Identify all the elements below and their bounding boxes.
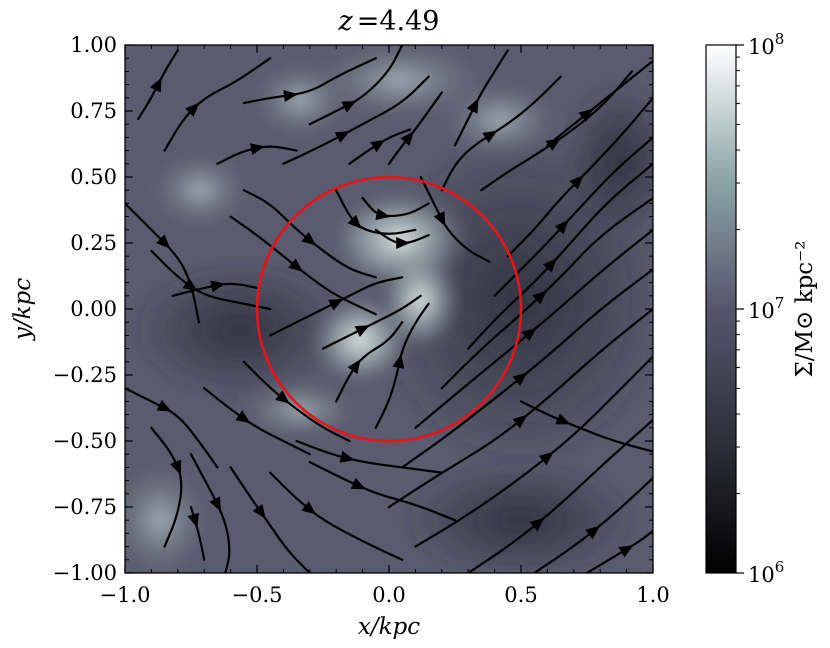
y-tick-label: 0.50 bbox=[70, 165, 117, 189]
streamline-arrow bbox=[542, 258, 557, 273]
colorbar-tick-label: 107 bbox=[748, 294, 784, 323]
streamline bbox=[374, 302, 430, 429]
streamline bbox=[585, 529, 653, 573]
streamline bbox=[242, 189, 377, 279]
streamline bbox=[374, 228, 430, 245]
streamline-arrow bbox=[249, 143, 265, 156]
streamline-arrow bbox=[512, 372, 528, 387]
streamline-arrow bbox=[170, 459, 182, 475]
streamline-arrow bbox=[301, 231, 317, 246]
streamline-arrow bbox=[347, 214, 362, 229]
streamline bbox=[480, 70, 633, 192]
streamline-arrow bbox=[185, 102, 200, 117]
streamline-arrow bbox=[396, 237, 411, 249]
streamline bbox=[506, 96, 653, 258]
colorbar-tick-label: 106 bbox=[748, 558, 784, 587]
streamline-arrow bbox=[156, 399, 172, 412]
streamline bbox=[348, 128, 412, 165]
streamline-arrow bbox=[618, 545, 634, 558]
streamline-arrow bbox=[433, 211, 446, 227]
streamline-arrow bbox=[538, 451, 554, 466]
colorbar-label: Σ/M⊙ kpc⁻² bbox=[792, 240, 818, 377]
streamline-arrow bbox=[585, 525, 600, 540]
streamline-arrow bbox=[210, 280, 226, 293]
streamline bbox=[414, 355, 653, 548]
streamline-arrow bbox=[301, 501, 317, 515]
streamline bbox=[137, 49, 179, 120]
colorbar-gradient bbox=[705, 44, 737, 574]
streamline-arrow bbox=[532, 290, 547, 305]
streamline-arrow bbox=[375, 208, 391, 221]
streamline bbox=[171, 282, 259, 297]
x-tick-label: 0.5 bbox=[504, 583, 537, 607]
x-tick-label: −1.0 bbox=[100, 583, 151, 607]
streamline-arrow bbox=[341, 100, 357, 113]
y-tick-label: −0.25 bbox=[53, 363, 117, 387]
streamline-arrow bbox=[554, 219, 569, 235]
density-map bbox=[125, 45, 653, 573]
streamline-arrow bbox=[569, 175, 584, 190]
streamline-arrow bbox=[555, 413, 571, 425]
x-axis-label: x/kpc bbox=[358, 614, 420, 640]
streamline-arrow bbox=[347, 359, 361, 375]
streamline-arrow bbox=[156, 234, 171, 249]
streamline-arrow bbox=[339, 450, 355, 463]
streamline-arrow bbox=[482, 130, 498, 144]
colorbar: 108 107 106 Σ/M⊙ kpc⁻² bbox=[705, 30, 818, 587]
streamline bbox=[269, 276, 404, 337]
streamline bbox=[440, 197, 653, 390]
y-tick-label: 0.25 bbox=[70, 231, 117, 255]
streamline-arrows bbox=[149, 77, 634, 558]
y-tick-label: −0.50 bbox=[53, 429, 117, 453]
streamline-arrow bbox=[283, 90, 298, 102]
streamline-arrow bbox=[252, 503, 266, 519]
y-axis-label: y/kpc bbox=[10, 278, 36, 341]
y-tick-label: −1.00 bbox=[53, 561, 117, 585]
streamline bbox=[493, 136, 653, 297]
streamline bbox=[414, 228, 653, 429]
streamline bbox=[467, 162, 653, 350]
x-tick-label: 1.0 bbox=[636, 583, 669, 607]
streamline-arrow bbox=[235, 410, 251, 424]
y-tick-label: −0.75 bbox=[53, 495, 117, 519]
streamline-arrow bbox=[288, 258, 303, 272]
streamline-arrow bbox=[187, 512, 200, 528]
y-tick-label: 1.00 bbox=[70, 33, 117, 57]
streamline bbox=[533, 476, 653, 573]
colorbar-tick-label: 108 bbox=[748, 30, 784, 59]
streamline-arrow bbox=[512, 414, 528, 429]
streamline-arrow bbox=[466, 98, 479, 114]
y-tick-label: 0.75 bbox=[70, 99, 117, 123]
streamline-arrow bbox=[578, 108, 594, 123]
streamline bbox=[229, 215, 377, 316]
streamline-arrow bbox=[400, 131, 414, 146]
streamline-arrow bbox=[334, 131, 350, 143]
y-axis: 1.00 0.75 0.50 0.25 0.00 −0.25 −0.50 −0.75 −1.00 bbox=[53, 33, 653, 585]
x-tick-label: −0.5 bbox=[232, 583, 283, 607]
streamline-arrow bbox=[521, 327, 537, 342]
streamline bbox=[387, 307, 653, 509]
streamline-arrow bbox=[274, 390, 290, 404]
colorbar-ticks: 108 107 106 bbox=[736, 30, 784, 587]
streamline bbox=[440, 75, 562, 192]
streamline bbox=[401, 268, 653, 469]
streamline-arrow bbox=[328, 298, 344, 311]
streamline-arrow bbox=[149, 77, 162, 93]
streamline-arrow bbox=[182, 278, 198, 292]
chart-title: z =4.49 bbox=[338, 6, 440, 37]
y-tick-label: 0.00 bbox=[70, 297, 117, 321]
x-axis: −1.0 −0.5 0.0 0.5 1.0 bbox=[100, 45, 670, 607]
x-tick-label: 0.0 bbox=[372, 583, 405, 607]
reference-circle bbox=[255, 175, 523, 443]
streamline-arrow bbox=[392, 353, 405, 369]
streamline-arrow bbox=[545, 138, 561, 152]
streamline-arrow bbox=[350, 477, 366, 490]
streamline-arrow bbox=[529, 517, 545, 532]
streamline-arrow bbox=[209, 496, 221, 512]
streamline-arrow bbox=[354, 325, 370, 337]
streamline bbox=[216, 145, 298, 165]
streamline-arrow bbox=[370, 139, 386, 153]
